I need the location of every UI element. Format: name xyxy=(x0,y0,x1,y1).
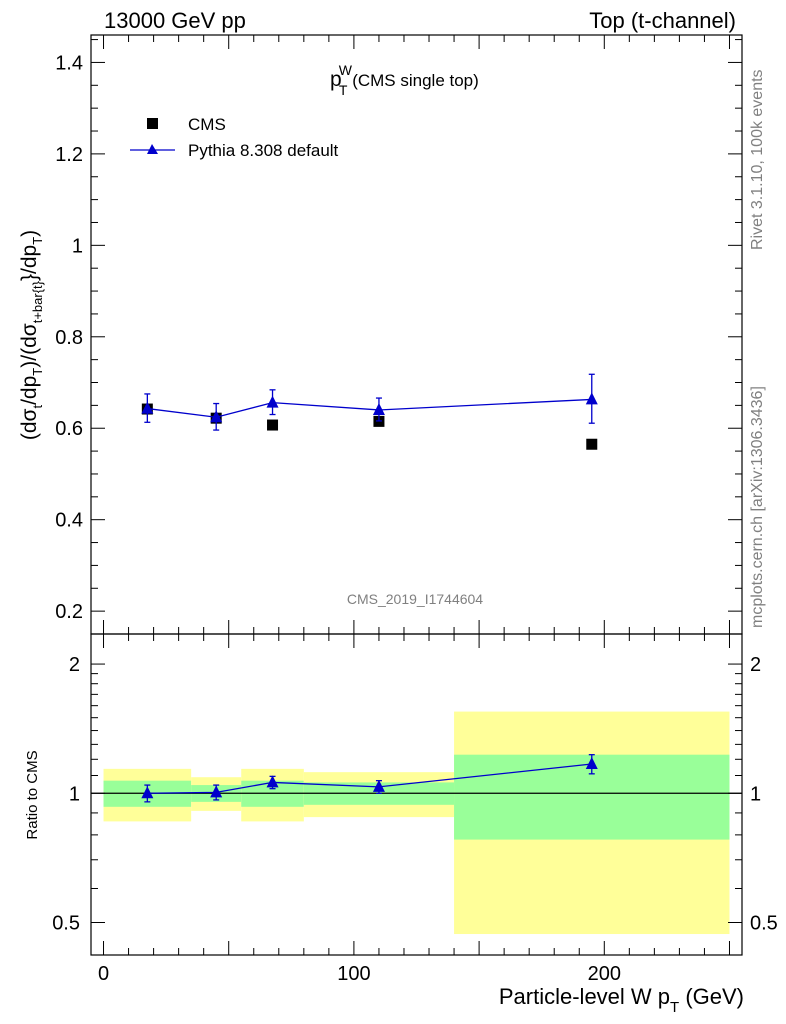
ratio-point-3 xyxy=(372,779,385,792)
plot-title-rest: (CMS single top) xyxy=(347,71,478,90)
xlabel-main: Particle-level W p xyxy=(499,984,670,1009)
ratio-y-tick-label-left-2: 2 xyxy=(69,654,80,676)
main-ylabel: (dσt/dpT)/(dσt+bar{t}}/dpT) xyxy=(18,230,45,440)
x-tick-label-0: 0 xyxy=(98,963,109,985)
mc-point-3 xyxy=(372,402,385,415)
ratio-point-0 xyxy=(141,786,154,799)
legend-mc-label: Pythia 8.308 default xyxy=(188,141,339,160)
plot-title: pW T (CMS single top) xyxy=(330,62,479,98)
mc-point-1 xyxy=(210,410,223,423)
ratio-frame-box xyxy=(90,633,743,956)
process-label: Top (t-channel) xyxy=(589,8,736,33)
mcplots-label: mcplots.cern.ch [arXiv:1306.3436] xyxy=(749,386,766,628)
ratio-y-tick-label-right-0: 0.5 xyxy=(750,912,778,934)
ratio-bands xyxy=(103,711,730,935)
ratio-y-tick-label-right-2: 2 xyxy=(750,654,761,676)
main-frame: 0.2 0.4 0.6 0.8 1 1.2 1.4 xyxy=(55,34,743,635)
analysis-id: CMS_2019_I1744604 xyxy=(347,591,483,607)
ratio-ylabel: Ratio to CMS xyxy=(24,750,41,839)
y-tick-label-0: 0.2 xyxy=(55,601,83,623)
y-tick-label-6: 1.4 xyxy=(55,52,83,74)
y-tick-label-1: 0.4 xyxy=(55,510,83,532)
xlabel-unit: (GeV) xyxy=(679,984,744,1009)
y-tick-label-5: 1.2 xyxy=(55,144,83,166)
mc-point-4 xyxy=(585,392,598,405)
ratio-point-4 xyxy=(585,757,598,770)
ratio-y-tick-label-left-1: 1 xyxy=(69,783,80,805)
y-tick-label-2: 0.6 xyxy=(55,418,83,440)
ratio-point-2 xyxy=(266,775,279,788)
xlabel: Particle-level W pT (GeV) xyxy=(499,984,744,1016)
plot-title-sup: W xyxy=(339,62,353,78)
x-tick-label-2: 200 xyxy=(588,963,621,985)
mc-point-2 xyxy=(266,395,279,408)
mc-point-0 xyxy=(141,401,154,414)
chart-marks xyxy=(141,373,598,803)
legend-mc-marker xyxy=(147,144,158,154)
plot-title-sub: T xyxy=(339,82,348,98)
cms-point-2 xyxy=(267,419,279,431)
legend: CMS Pythia 8.308 default xyxy=(130,115,339,160)
y-tick-label-4: 1 xyxy=(72,235,83,257)
legend-cms-label: CMS xyxy=(188,115,226,134)
x-tick-label-1: 100 xyxy=(337,963,370,985)
cms-point-4 xyxy=(586,438,598,450)
ratio-frame: 0 100 200 0.5 0.5 1 1 2 2 xyxy=(52,633,778,985)
ratio-y-tick-label-right-1: 1 xyxy=(750,783,761,805)
legend-cms-marker xyxy=(147,118,158,129)
rivet-label: Rivet 3.1.10, 100k events xyxy=(749,69,766,250)
plot-title-main: p xyxy=(330,68,342,91)
xlabel-sub: T xyxy=(670,999,679,1016)
y-tick-label-3: 0.8 xyxy=(55,327,83,349)
energy-label: 13000 GeV pp xyxy=(104,8,246,33)
ratio-point-1 xyxy=(210,785,223,798)
ratio-y-tick-label-left-0: 0.5 xyxy=(52,912,80,934)
